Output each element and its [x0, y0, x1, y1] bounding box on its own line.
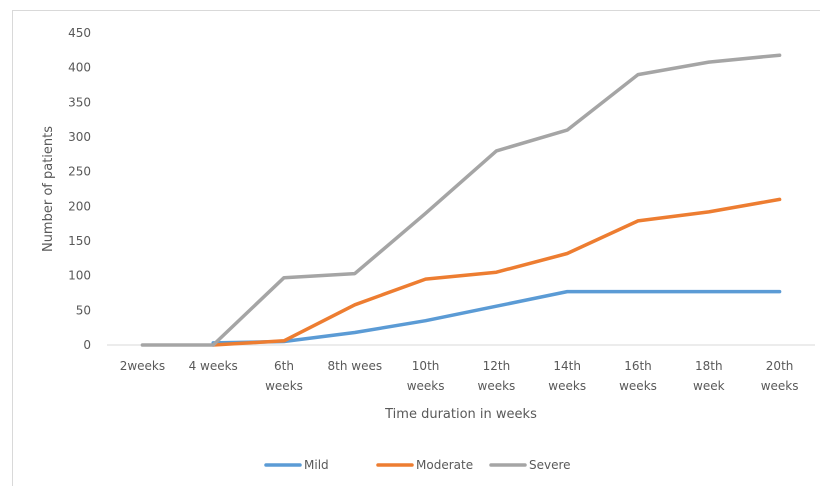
x-tick-label: week [693, 379, 725, 393]
y-tick-label: 50 [76, 303, 91, 317]
x-tick-label: weeks [407, 379, 445, 393]
x-tick-label: weeks [478, 379, 516, 393]
x-tick-label: 2weeks [120, 359, 165, 373]
x-tick-label: weeks [761, 379, 799, 393]
legend-label-moderate: Moderate [416, 458, 473, 472]
y-tick-label: 0 [83, 338, 91, 352]
x-tick-label: 4 weeks [189, 359, 238, 373]
x-tick-label: 8th wees [328, 359, 383, 373]
x-axis-title: Time duration in weeks [384, 407, 537, 422]
chart-area [12, 10, 820, 486]
y-tick-label: 400 [68, 61, 91, 75]
x-tick-label: 10th [412, 359, 440, 373]
x-tick-label: 12th [483, 359, 511, 373]
x-tick-label: weeks [619, 379, 657, 393]
x-tick-label: 14th [553, 359, 581, 373]
y-axis-ticks: 0 50 100 150 200 250 300 350 400 450 [68, 26, 91, 352]
series-line-mild [211, 289, 782, 345]
x-tick-label: 18th [695, 359, 723, 373]
y-tick-label: 200 [68, 199, 91, 213]
legend: Mild Moderate Severe [264, 458, 571, 472]
y-tick-label: 100 [68, 269, 91, 283]
y-tick-label: 150 [68, 234, 91, 248]
x-tick-label: 6th [274, 359, 294, 373]
y-tick-label: 450 [68, 26, 91, 40]
series-lines [140, 53, 782, 347]
y-tick-label: 250 [68, 165, 91, 179]
y-tick-label: 300 [68, 130, 91, 144]
legend-label-severe: Severe [529, 458, 571, 472]
y-axis-title: Number of patients [41, 126, 56, 252]
y-tick-label: 350 [68, 95, 91, 109]
series-line-moderate [211, 197, 782, 347]
x-tick-label: weeks [548, 379, 586, 393]
x-tick-label: weeks [265, 379, 303, 393]
series-line-severe [140, 53, 782, 347]
x-axis-ticks: 2weeks 4 weeks 6th weeks 8th wees 10th weeks 12… [120, 359, 799, 393]
legend-label-mild: Mild [304, 458, 329, 472]
x-tick-label: 16th [624, 359, 652, 373]
x-tick-label: 20th [766, 359, 794, 373]
